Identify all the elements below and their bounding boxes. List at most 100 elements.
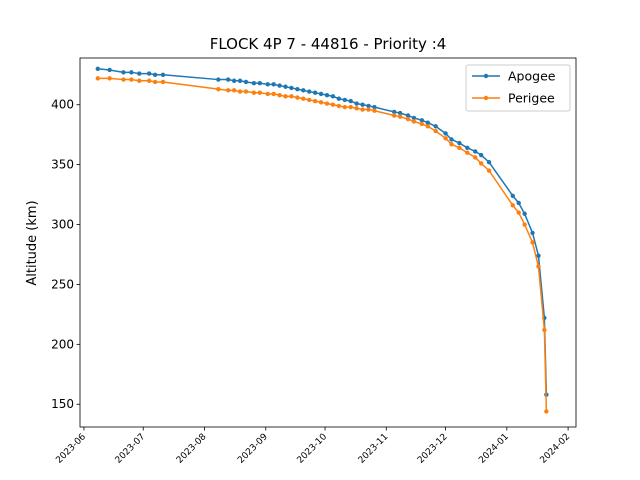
data-point-apogee (465, 145, 470, 151)
data-point-perigee (342, 104, 347, 110)
data-point-perigee (295, 95, 300, 100)
data-point-perigee (226, 88, 231, 93)
data-point-apogee (397, 110, 403, 116)
data-point-apogee (277, 83, 282, 88)
data-point-perigee (536, 264, 541, 269)
data-point-apogee (121, 70, 126, 75)
data-point-apogee (271, 82, 276, 87)
data-point-perigee (443, 136, 448, 141)
data-point-perigee (405, 116, 411, 122)
legend: Apogee Perigee (465, 64, 571, 112)
data-point-perigee (425, 124, 430, 129)
data-point-perigee (516, 210, 521, 215)
data-point-apogee (392, 109, 397, 115)
y-axis-label: Altitude (km) (25, 200, 40, 285)
data-point-perigee (216, 86, 221, 92)
data-point-perigee (95, 76, 100, 81)
data-point-apogee (473, 149, 478, 154)
data-point-perigee (107, 76, 112, 81)
data-point-perigee (146, 78, 152, 83)
data-point-apogee (129, 70, 134, 75)
data-point-apogee (486, 160, 492, 165)
data-point-perigee (121, 77, 126, 82)
plot-area (79, 57, 577, 428)
data-point-apogee (510, 193, 515, 198)
y-tick-label: 350 (51, 158, 74, 172)
data-point-apogee (137, 71, 142, 76)
data-point-apogee (536, 253, 541, 258)
data-point-perigee (237, 89, 243, 94)
data-point-perigee (360, 107, 365, 112)
y-axis: 150 200 250 300 350 400 (51, 98, 80, 411)
y-tick-label: 400 (51, 98, 74, 112)
data-point-perigee (330, 102, 336, 107)
data-point-perigee (257, 90, 263, 95)
data-point-apogee (433, 124, 438, 129)
data-point-apogee (449, 137, 454, 142)
data-point-apogee (226, 77, 231, 82)
data-point-perigee (449, 142, 454, 147)
data-point-perigee (137, 78, 142, 83)
data-point-apogee (342, 97, 347, 103)
axes-frame (79, 57, 577, 428)
data-point-perigee (465, 150, 470, 155)
data-point-apogee (530, 230, 535, 236)
data-point-apogee (372, 104, 377, 110)
y-tick-label: 300 (51, 218, 74, 232)
data-point-apogee (307, 89, 312, 94)
y-tick-label: 200 (51, 337, 74, 351)
data-point-apogee (419, 118, 425, 123)
data-point-perigee (324, 101, 330, 106)
data-point-apogee (265, 82, 270, 87)
data-point-perigee (530, 240, 535, 245)
data-point-apogee (457, 140, 462, 146)
data-point-perigee (486, 168, 492, 173)
data-point-apogee (348, 98, 353, 104)
data-point-perigee (348, 104, 353, 110)
data-point-perigee (231, 88, 237, 93)
data-point-apogee (336, 96, 342, 101)
data-point-perigee (478, 161, 484, 166)
data-point-apogee (301, 88, 306, 93)
data-point-apogee (478, 152, 484, 158)
data-point-perigee (544, 409, 549, 414)
data-point-perigee (392, 113, 397, 118)
data-point-perigee (312, 98, 318, 104)
data-point-apogee (146, 71, 152, 76)
series-apogee (95, 66, 549, 397)
data-point-perigee (411, 119, 417, 124)
data-point-apogee (522, 211, 527, 216)
data-point-perigee (271, 91, 276, 97)
data-point-perigee (129, 77, 134, 82)
data-point-apogee (216, 77, 221, 82)
data-point-perigee (277, 92, 282, 98)
data-point-apogee (330, 94, 336, 99)
data-point-perigee (160, 79, 166, 85)
data-point-apogee (289, 85, 294, 91)
data-point-perigee (318, 100, 324, 105)
data-point-apogee (107, 67, 112, 73)
data-point-apogee (257, 80, 263, 86)
data-point-apogee (283, 84, 288, 89)
data-point-apogee (443, 131, 448, 136)
data-point-perigee (301, 96, 306, 101)
data-point-apogee (152, 72, 158, 77)
data-point-apogee (354, 101, 359, 106)
y-tick-label: 150 (51, 397, 74, 411)
data-point-apogee (95, 66, 100, 71)
data-point-apogee (243, 79, 249, 85)
data-point-perigee (510, 203, 515, 208)
data-point-perigee (366, 107, 371, 112)
data-point-apogee (516, 200, 521, 206)
chart-title: FLOCK 4P 7 - 44816 - Priority :4 (210, 35, 447, 53)
data-point-apogee (251, 80, 257, 86)
data-point-perigee (419, 121, 425, 127)
data-point-apogee (324, 92, 330, 98)
data-point-perigee (522, 222, 527, 227)
data-point-apogee (237, 78, 243, 83)
legend-marker-perigee (483, 95, 489, 101)
data-point-perigee (243, 89, 249, 94)
data-point-perigee (397, 114, 403, 119)
data-point-apogee (231, 78, 237, 83)
data-point-apogee (160, 72, 166, 77)
